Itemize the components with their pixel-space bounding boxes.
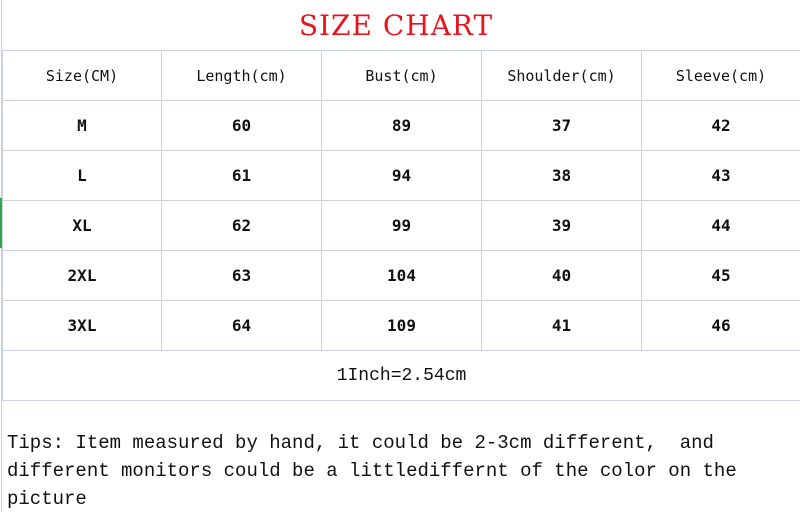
value-cell: 60 — [162, 101, 322, 151]
size-cell: 3XL — [3, 301, 162, 351]
value-cell: 39 — [482, 201, 642, 251]
value-cell: 37 — [482, 101, 642, 151]
tips-text: Tips: Item measured by hand, it could be… — [7, 429, 797, 513]
conversion-note: 1Inch=2.54cm — [3, 351, 800, 401]
size-cell: M — [3, 101, 162, 151]
value-cell: 61 — [162, 151, 322, 201]
value-cell: 89 — [322, 101, 482, 151]
value-cell: 94 — [322, 151, 482, 201]
header-cell: Bust(cm) — [322, 51, 482, 101]
header-row: Size(CM) Length(cm) Bust(cm) Shoulder(cm… — [3, 51, 800, 101]
header-cell: Shoulder(cm) — [482, 51, 642, 101]
value-cell: 62 — [162, 201, 322, 251]
page-title: SIZE CHART — [0, 0, 800, 50]
header-cell: Sleeve(cm) — [642, 51, 800, 101]
value-cell: 99 — [322, 201, 482, 251]
value-cell: 63 — [162, 251, 322, 301]
header-cell: Length(cm) — [162, 51, 322, 101]
value-cell: 40 — [482, 251, 642, 301]
conversion-row: 1Inch=2.54cm — [3, 351, 800, 401]
value-cell: 38 — [482, 151, 642, 201]
size-table: Size(CM) Length(cm) Bust(cm) Shoulder(cm… — [2, 50, 800, 401]
value-cell: 104 — [322, 251, 482, 301]
value-cell: 44 — [642, 201, 800, 251]
size-cell: L — [3, 151, 162, 201]
value-cell: 109 — [322, 301, 482, 351]
value-cell: 41 — [482, 301, 642, 351]
value-cell: 45 — [642, 251, 800, 301]
value-cell: 64 — [162, 301, 322, 351]
size-cell: XL — [3, 201, 162, 251]
title-text: SIZE CHART — [299, 9, 493, 42]
value-cell: 46 — [642, 301, 800, 351]
header-cell: Size(CM) — [3, 51, 162, 101]
value-cell: 43 — [642, 151, 800, 201]
size-cell: 2XL — [3, 251, 162, 301]
value-cell: 42 — [642, 101, 800, 151]
